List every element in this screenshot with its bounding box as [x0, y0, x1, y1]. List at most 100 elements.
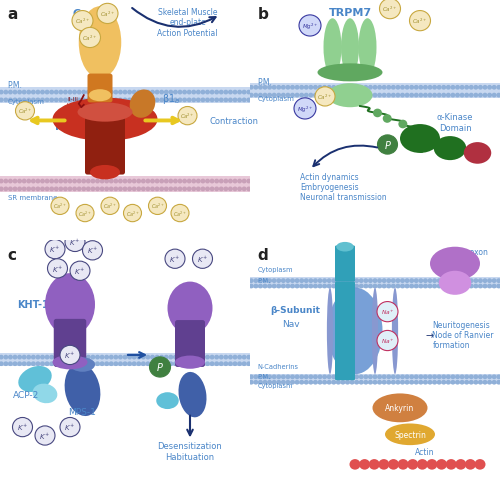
Text: K$^+$: K$^+$: [74, 266, 86, 276]
Circle shape: [406, 86, 409, 90]
Text: Spectrin: Spectrin: [394, 430, 426, 439]
Circle shape: [192, 362, 196, 366]
Circle shape: [360, 279, 363, 283]
Circle shape: [377, 331, 398, 351]
Circle shape: [73, 91, 76, 95]
Circle shape: [242, 99, 246, 102]
Circle shape: [424, 375, 427, 379]
Circle shape: [428, 375, 432, 379]
Circle shape: [291, 94, 294, 97]
Circle shape: [13, 99, 17, 102]
Circle shape: [442, 94, 446, 97]
Circle shape: [151, 362, 154, 366]
Circle shape: [64, 362, 67, 366]
Circle shape: [474, 375, 478, 379]
Circle shape: [50, 180, 53, 183]
Circle shape: [146, 99, 150, 102]
Circle shape: [196, 99, 200, 102]
Circle shape: [488, 86, 492, 90]
Circle shape: [318, 279, 322, 283]
Circle shape: [346, 279, 349, 283]
Bar: [250, 283, 500, 288]
Circle shape: [428, 279, 432, 283]
Circle shape: [401, 375, 404, 379]
Circle shape: [164, 362, 168, 366]
Circle shape: [160, 356, 164, 359]
Circle shape: [128, 356, 132, 359]
Circle shape: [426, 459, 438, 469]
Circle shape: [277, 279, 280, 283]
Circle shape: [323, 86, 326, 90]
Circle shape: [382, 375, 386, 379]
FancyBboxPatch shape: [54, 319, 86, 367]
Circle shape: [341, 94, 344, 97]
Circle shape: [373, 285, 377, 288]
Circle shape: [488, 94, 492, 97]
Circle shape: [263, 285, 267, 288]
Text: a: a: [8, 7, 18, 22]
Circle shape: [114, 99, 117, 102]
Circle shape: [96, 362, 99, 366]
Circle shape: [46, 91, 49, 95]
Circle shape: [0, 188, 3, 191]
Circle shape: [123, 99, 127, 102]
Circle shape: [428, 86, 432, 90]
Circle shape: [178, 180, 182, 183]
Circle shape: [174, 356, 177, 359]
Circle shape: [492, 94, 496, 97]
Circle shape: [336, 86, 340, 90]
Circle shape: [291, 285, 294, 288]
Circle shape: [146, 356, 150, 359]
Circle shape: [164, 180, 168, 183]
Circle shape: [378, 94, 382, 97]
Circle shape: [410, 279, 414, 283]
Circle shape: [73, 99, 76, 102]
Circle shape: [433, 375, 436, 379]
Circle shape: [224, 188, 228, 191]
Circle shape: [410, 375, 414, 379]
Circle shape: [451, 279, 454, 283]
Circle shape: [73, 362, 76, 366]
Circle shape: [105, 91, 108, 95]
Text: K$^+$: K$^+$: [40, 431, 50, 441]
Circle shape: [210, 356, 214, 359]
Circle shape: [27, 356, 30, 359]
Circle shape: [419, 285, 422, 288]
Circle shape: [188, 180, 191, 183]
Circle shape: [323, 375, 326, 379]
Circle shape: [438, 375, 441, 379]
Circle shape: [238, 362, 242, 366]
Circle shape: [456, 86, 459, 90]
Circle shape: [234, 188, 237, 191]
Circle shape: [460, 381, 464, 384]
Circle shape: [296, 86, 299, 90]
Circle shape: [282, 279, 285, 283]
Circle shape: [68, 180, 72, 183]
Circle shape: [460, 285, 464, 288]
Circle shape: [456, 285, 459, 288]
Circle shape: [254, 86, 258, 90]
Circle shape: [118, 356, 122, 359]
Circle shape: [196, 356, 200, 359]
Circle shape: [428, 94, 432, 97]
Circle shape: [60, 418, 80, 437]
Circle shape: [36, 99, 40, 102]
Circle shape: [396, 86, 400, 90]
Circle shape: [146, 91, 150, 95]
Circle shape: [8, 91, 12, 95]
Circle shape: [483, 381, 487, 384]
Circle shape: [392, 94, 395, 97]
Circle shape: [336, 375, 340, 379]
Circle shape: [64, 180, 67, 183]
Circle shape: [100, 362, 104, 366]
Circle shape: [378, 375, 382, 379]
Circle shape: [188, 188, 191, 191]
Circle shape: [407, 459, 418, 469]
Circle shape: [433, 86, 436, 90]
Text: Ca$_v$1.1: Ca$_v$1.1: [72, 7, 114, 21]
Circle shape: [300, 94, 304, 97]
Circle shape: [277, 381, 280, 384]
Circle shape: [465, 279, 468, 283]
Circle shape: [118, 99, 122, 102]
Circle shape: [210, 91, 214, 95]
